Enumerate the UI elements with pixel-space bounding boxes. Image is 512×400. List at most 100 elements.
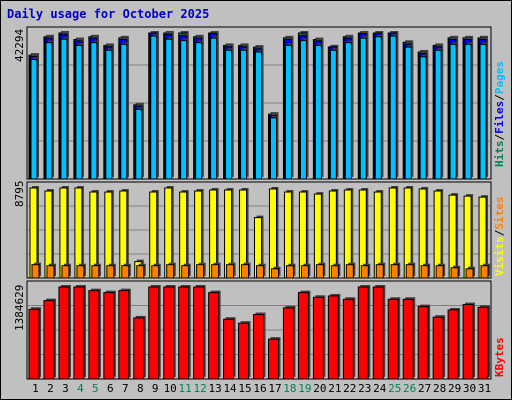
sites-bar-day-13 [211, 264, 220, 279]
pages-bar-day-3 [60, 38, 68, 180]
pages-bar-day-26 [404, 46, 412, 180]
pages-bar-day-11 [180, 40, 188, 180]
kbytes-bar-day-19 [297, 292, 309, 380]
kbytes-bar-day-31 [477, 306, 489, 380]
x-tick-day-25: 25 [388, 382, 402, 395]
x-tick-day-27: 27 [418, 382, 432, 395]
kbytes-bar-day-13 [208, 292, 220, 380]
kbytes-bar-day-24 [372, 286, 384, 380]
kbytes-bar-day-22 [342, 298, 354, 380]
sites-bar-day-26 [405, 264, 414, 279]
visits-bar-day-17 [268, 188, 277, 279]
sites-bar-day-25 [390, 264, 399, 279]
kbytes-bar-day-1 [28, 308, 40, 380]
sites-bar-day-4 [76, 265, 85, 279]
kbytes-bar-day-12 [193, 286, 205, 380]
pages-bar-day-10 [165, 38, 173, 180]
pages-bar-day-6 [105, 49, 113, 180]
kbytes-bar-day-16 [253, 314, 265, 380]
kbytes-bar-day-3 [58, 286, 70, 380]
sites-bar-day-8 [136, 265, 145, 279]
x-tick-day-4: 4 [77, 382, 84, 395]
x-tick-day-7: 7 [121, 382, 129, 395]
x-tick-day-5: 5 [92, 382, 99, 395]
pages-bar-day-29 [449, 43, 457, 180]
sites-bar-day-3 [61, 265, 70, 279]
pages-bar-day-25 [389, 35, 397, 180]
pages-bar-day-22 [344, 42, 352, 180]
kbytes-bar-day-21 [327, 295, 339, 380]
x-tick-day-30: 30 [462, 382, 477, 395]
pages-bar-day-16 [255, 51, 263, 180]
x-tick-day-20: 20 [313, 382, 327, 395]
kbytes-bar-day-6 [103, 292, 115, 380]
sites-bar-day-11 [181, 265, 190, 279]
sites-bar-day-30 [465, 268, 474, 279]
x-tick-day-29: 29 [447, 382, 462, 395]
x-tick-day-31: 31 [477, 382, 492, 395]
kbytes-bar-day-10 [163, 286, 175, 380]
x-tick-day-12: 12 [193, 382, 207, 395]
x-tick-day-16: 16 [253, 382, 267, 395]
pages-bar-day-1 [30, 59, 38, 180]
sites-bar-day-5 [91, 265, 100, 279]
pages-bar-day-5 [90, 42, 98, 180]
sites-bar-day-27 [420, 265, 429, 279]
pages-bar-day-14 [225, 49, 233, 180]
x-tick-day-17: 17 [268, 382, 282, 395]
kbytes-bar-day-25 [387, 298, 399, 380]
kbytes-bar-day-4 [73, 286, 85, 380]
sites-bar-day-17 [270, 268, 279, 279]
pages-bar-day-13 [210, 37, 218, 180]
kbytes-bar-day-17 [267, 338, 279, 380]
x-tick-day-11: 11 [178, 382, 192, 395]
pages-bar-day-31 [479, 43, 487, 180]
pages-bar-day-7 [120, 43, 128, 180]
x-tick-day-18: 18 [283, 382, 297, 395]
x-tick-day-22: 22 [343, 382, 357, 395]
kbytes-bar-day-26 [402, 298, 414, 380]
pages-bar-day-30 [464, 43, 472, 180]
pages-bar-day-18 [284, 44, 292, 180]
kbytes-bar-day-28 [432, 316, 444, 380]
x-tick-day-1: 1 [32, 382, 39, 395]
x-tick-day-21: 21 [328, 382, 342, 395]
pages-bar-day-20 [314, 44, 322, 180]
kbytes-bar-day-23 [357, 286, 369, 380]
pages-bar-day-4 [75, 44, 83, 180]
sites-bar-day-2 [46, 265, 55, 279]
pages-bar-day-19 [299, 40, 307, 180]
kbytes-bar-day-18 [282, 307, 294, 380]
sites-bar-day-15 [241, 264, 250, 279]
kbytes-bar-day-14 [223, 318, 235, 380]
x-tick-day-14: 14 [223, 382, 237, 395]
x-tick-day-3: 3 [62, 382, 69, 395]
pages-bar-day-24 [374, 36, 382, 180]
sites-bar-day-21 [330, 265, 339, 279]
x-tick-day-13: 13 [208, 382, 222, 395]
sites-bar-day-20 [315, 264, 324, 279]
x-tick-day-19: 19 [298, 382, 312, 395]
x-tick-day-28: 28 [432, 382, 447, 395]
pages-bar-day-23 [359, 37, 367, 180]
pages-bar-day-17 [269, 117, 277, 180]
x-tick-day-6: 6 [107, 382, 114, 395]
x-tick-day-9: 9 [151, 382, 159, 395]
sites-bar-day-23 [360, 265, 369, 279]
x-tick-day-23: 23 [358, 382, 372, 395]
sites-bar-day-22 [345, 264, 354, 279]
sites-bar-day-9 [151, 265, 160, 279]
sites-bar-day-16 [256, 265, 265, 279]
pages-bar-day-27 [419, 56, 427, 180]
kbytes-bar-day-2 [43, 300, 55, 380]
sites-bar-day-7 [121, 265, 130, 279]
x-tick-day-8: 8 [136, 382, 144, 395]
pages-bar-day-12 [195, 42, 203, 180]
sites-bar-day-24 [375, 264, 384, 279]
pages-bar-day-21 [329, 49, 337, 180]
sites-bar-day-18 [285, 265, 294, 279]
pages-bar-day-8 [135, 108, 143, 180]
sites-bar-day-10 [166, 264, 175, 279]
